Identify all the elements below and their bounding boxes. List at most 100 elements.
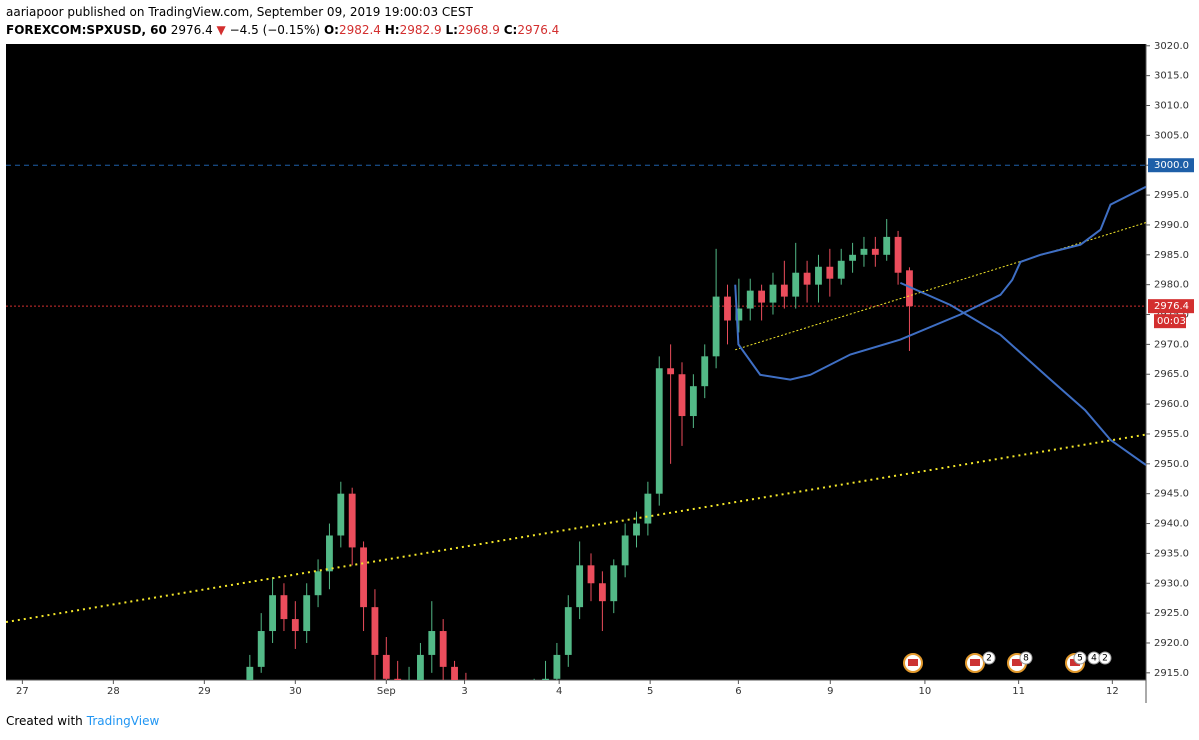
y-tick-label: 2950.0 xyxy=(1154,459,1189,470)
candle-body xyxy=(712,296,720,357)
candle-body xyxy=(849,254,856,261)
candle-body xyxy=(860,248,868,255)
candle-body xyxy=(564,607,572,655)
candle-body xyxy=(326,535,333,572)
candle-body xyxy=(780,284,788,297)
publisher: aariapoor published on TradingView.com, … xyxy=(6,5,473,19)
symbol-line: FOREXCOM:SPXUSD, 60 2976.4 ▼ −4.5 (−0.15… xyxy=(6,23,559,37)
candle-body xyxy=(451,666,458,680)
candle-body xyxy=(417,654,424,680)
candle-body xyxy=(689,386,697,417)
y-tick-label: 2920.0 xyxy=(1154,638,1189,649)
high: 2982.9 xyxy=(399,23,442,37)
candle-body xyxy=(394,678,402,680)
y-tick-label: 3015.0 xyxy=(1154,71,1189,82)
y-tick-label: 2995.0 xyxy=(1154,190,1189,201)
plot xyxy=(6,164,1146,706)
candle-body xyxy=(871,248,879,255)
candle-body xyxy=(724,296,731,321)
candle-body xyxy=(792,272,800,297)
projection-curve xyxy=(899,281,1146,466)
candle-body xyxy=(815,266,822,285)
x-tick-label: 12 xyxy=(1106,686,1119,697)
trendline xyxy=(6,433,1146,624)
candle-body xyxy=(701,356,709,387)
open: 2982.4 xyxy=(338,23,381,37)
y-tick-label: 2955.0 xyxy=(1154,429,1189,440)
candle-body xyxy=(826,266,834,279)
y-tick-label: 2930.0 xyxy=(1154,578,1189,589)
arrow: ▼ xyxy=(216,23,226,37)
candle-body xyxy=(348,493,356,548)
candle-body xyxy=(291,619,299,632)
y-tick-label: 2925.0 xyxy=(1154,608,1189,619)
candle-body xyxy=(485,703,492,706)
y-tick-label: 3010.0 xyxy=(1154,101,1189,112)
candle-body xyxy=(406,685,413,691)
candle-body xyxy=(337,493,345,536)
close: 2976.4 xyxy=(517,23,560,37)
x-tick-label: 29 xyxy=(198,686,211,697)
candle-body xyxy=(837,260,845,279)
candle-body xyxy=(519,703,526,706)
candle-body xyxy=(746,290,754,309)
candle-body xyxy=(758,290,766,303)
price-tag xyxy=(1148,299,1194,314)
candle-body xyxy=(644,493,652,524)
candle-body xyxy=(906,270,913,307)
event-count-bg xyxy=(982,651,996,665)
y-tick-label: 2960.0 xyxy=(1154,399,1189,410)
candle-body xyxy=(598,583,606,602)
x-tick-label: 10 xyxy=(919,686,932,697)
x-tick-label: 27 xyxy=(16,686,29,697)
x-tick-label: 3 xyxy=(461,686,467,697)
candle-body xyxy=(587,565,595,584)
x-tick-label: 5 xyxy=(647,686,653,697)
event-count: 8 xyxy=(1023,654,1029,664)
price-tag xyxy=(1148,158,1194,173)
price-tag-label: 2976.4 xyxy=(1154,301,1189,312)
x-tick-label: 28 xyxy=(107,686,120,697)
y-tick-label: 3020.0 xyxy=(1154,41,1189,52)
y-tick-label: 2985.0 xyxy=(1154,250,1189,261)
candle-body xyxy=(439,631,447,667)
y-tick-label: 2940.0 xyxy=(1154,519,1189,530)
y-tick-label: 2965.0 xyxy=(1154,369,1189,380)
candle-body xyxy=(667,368,675,375)
candle-body xyxy=(497,703,504,706)
candle-body xyxy=(655,368,663,494)
candle-body xyxy=(542,678,549,680)
projection-curve xyxy=(734,185,1146,381)
symbol: FOREXCOM:SPXUSD, 60 xyxy=(6,23,167,37)
candle-body xyxy=(803,272,811,285)
candle-body xyxy=(735,308,743,321)
countdown-tag xyxy=(1154,314,1186,329)
candle-body xyxy=(531,691,538,703)
event-count-bg xyxy=(1019,651,1033,665)
event-count-bg xyxy=(1098,651,1112,665)
c-label: C: xyxy=(503,23,518,37)
y-tick-label: 2980.0 xyxy=(1154,280,1189,291)
candle-body xyxy=(280,595,288,620)
candle-body xyxy=(633,523,640,536)
o-label: O: xyxy=(323,23,339,37)
candle-body xyxy=(314,571,322,596)
chart: 2915.02920.02925.02930.02935.02940.02945… xyxy=(6,41,1194,706)
y-tick-label: 2915.0 xyxy=(1154,668,1189,679)
y-tick-label: 2970.0 xyxy=(1154,339,1189,350)
candle-body xyxy=(269,595,276,632)
l-label: L: xyxy=(445,23,458,37)
event-count-bg xyxy=(1073,651,1087,665)
x-tick-label: 30 xyxy=(289,686,302,697)
candle-body xyxy=(257,631,265,667)
y-tick-label: 2945.0 xyxy=(1154,489,1189,500)
x-tick-label: 9 xyxy=(827,686,833,697)
candle-body xyxy=(678,374,686,417)
x-tick-label: 4 xyxy=(556,686,562,697)
event-flag xyxy=(1070,659,1080,666)
event-flag xyxy=(1012,659,1022,666)
y-tick-label: 2935.0 xyxy=(1154,548,1189,559)
plot-bg xyxy=(6,44,1146,680)
candle-body xyxy=(610,565,618,602)
